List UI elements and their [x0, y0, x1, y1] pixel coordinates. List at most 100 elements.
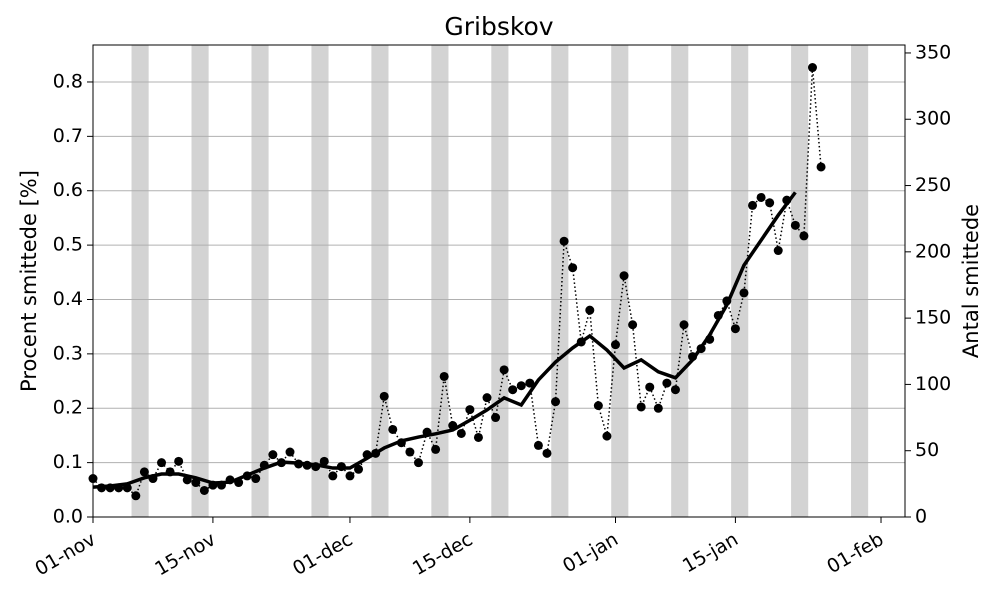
- data-point: [730, 324, 740, 334]
- y-tick-label: 0.1: [53, 451, 83, 473]
- data-point: [465, 405, 475, 415]
- data-point: [371, 448, 381, 458]
- data-point: [362, 450, 372, 460]
- weekend-band: [131, 45, 149, 517]
- data-point: [208, 480, 218, 490]
- data-point: [499, 365, 509, 375]
- data-point: [242, 471, 252, 481]
- data-point: [713, 310, 723, 320]
- data-point: [302, 460, 312, 470]
- x-tick-label: 01-jan: [559, 528, 622, 577]
- y2-tick-label: 0: [915, 506, 927, 528]
- weekend-band: [251, 45, 269, 517]
- weekend-band: [431, 45, 449, 517]
- y-tick-label: 0.4: [53, 288, 83, 310]
- data-point: [559, 236, 569, 246]
- data-point: [593, 401, 603, 411]
- data-point: [807, 63, 817, 73]
- data-point: [765, 198, 775, 208]
- weekend-band: [671, 45, 689, 517]
- y2-tick-label: 300: [915, 108, 951, 130]
- data-point: [679, 320, 689, 330]
- data-point: [336, 462, 346, 472]
- y-tick-label: 0.6: [53, 179, 83, 201]
- y2-tick-label: 100: [915, 373, 951, 395]
- data-point: [285, 447, 295, 457]
- data-point: [328, 471, 338, 481]
- data-point: [790, 220, 800, 230]
- data-point: [379, 391, 389, 401]
- data-point: [636, 402, 646, 412]
- chart-title: Gribskov: [444, 12, 553, 41]
- y2-tick-label: 50: [915, 439, 939, 461]
- data-point: [131, 491, 141, 501]
- data-point: [259, 460, 269, 470]
- data-point: [748, 200, 758, 210]
- y2-axis-label: Antal smittede: [959, 204, 983, 358]
- data-point: [251, 474, 261, 484]
- data-point: [773, 246, 783, 256]
- data-point: [439, 371, 449, 381]
- data-point: [491, 413, 501, 423]
- weekend-band: [311, 45, 329, 517]
- data-point: [542, 448, 552, 458]
- data-point: [388, 424, 398, 434]
- weekend-band: [611, 45, 629, 517]
- data-point: [345, 471, 355, 481]
- data-point: [628, 320, 638, 330]
- y2-tick-label: 200: [915, 240, 951, 262]
- x-tick-label: 01-feb: [823, 528, 887, 578]
- y-tick-label: 0.5: [53, 234, 83, 256]
- data-point: [533, 440, 543, 450]
- x-tick-label: 15-dec: [409, 528, 476, 580]
- y-tick-label: 0.7: [53, 125, 83, 147]
- y-tick-label: 0.2: [53, 397, 83, 419]
- data-point: [662, 378, 672, 388]
- y-tick-label: 0.8: [53, 70, 83, 92]
- x-tick-label: 15-jan: [679, 528, 742, 577]
- data-point: [413, 458, 423, 468]
- data-point: [456, 428, 466, 438]
- data-point: [114, 483, 124, 493]
- data-point: [688, 352, 698, 362]
- data-point: [508, 385, 518, 395]
- data-point: [234, 478, 244, 488]
- data-point: [319, 456, 329, 466]
- x-tick-label: 01-dec: [289, 528, 356, 580]
- data-point: [576, 337, 586, 347]
- data-point: [396, 438, 406, 448]
- data-point: [482, 393, 492, 403]
- y-axis-label: Procent smittede [%]: [17, 170, 41, 392]
- data-point: [585, 305, 595, 315]
- data-point: [165, 467, 175, 477]
- data-point: [568, 263, 578, 273]
- data-point: [268, 450, 278, 460]
- data-point: [816, 162, 826, 172]
- data-point: [122, 483, 132, 493]
- data-point: [516, 381, 526, 391]
- weekend-band: [491, 45, 509, 517]
- data-point: [216, 480, 226, 490]
- data-point: [782, 195, 792, 205]
- data-point: [602, 431, 612, 441]
- data-point: [645, 382, 655, 392]
- data-point: [670, 385, 680, 395]
- data-point: [756, 192, 766, 202]
- data-point: [696, 344, 706, 354]
- data-point: [739, 288, 749, 298]
- weekend-band: [191, 45, 209, 517]
- x-tick-label: 15-nov: [151, 528, 219, 580]
- data-point: [157, 458, 167, 468]
- data-point: [448, 421, 458, 431]
- data-point: [276, 458, 286, 468]
- data-point: [431, 444, 441, 454]
- data-point: [354, 464, 364, 474]
- weekend-band: [731, 45, 749, 517]
- data-point: [422, 427, 432, 437]
- y-tick-label: 0.3: [53, 342, 83, 364]
- data-point: [722, 296, 732, 306]
- y2-tick-label: 350: [915, 41, 951, 63]
- data-point: [405, 447, 415, 457]
- data-point: [705, 334, 715, 344]
